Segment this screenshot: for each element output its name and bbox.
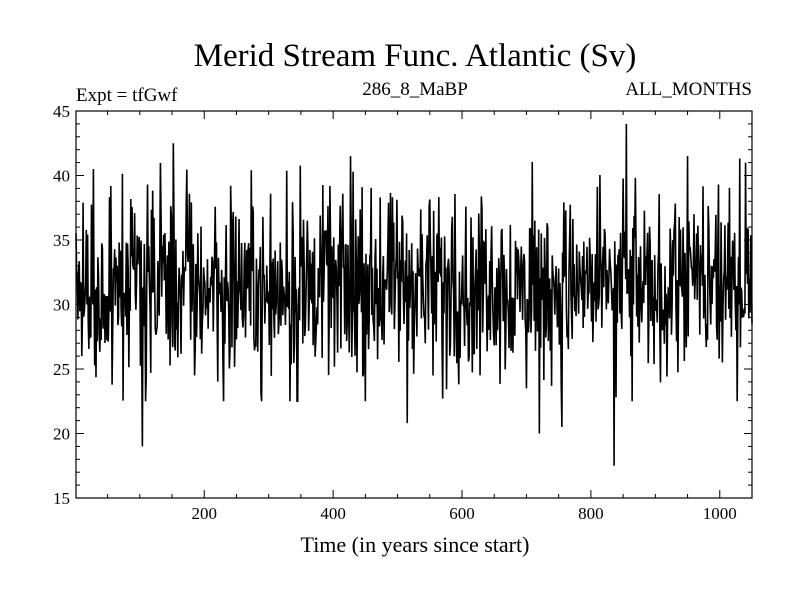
y-tick-label: 30 — [53, 296, 70, 315]
months-label: ALL_MONTHS — [625, 79, 752, 100]
x-axis-label: Time (in years since start) — [301, 532, 530, 557]
y-tick-label: 20 — [53, 425, 70, 444]
x-tick-label: 400 — [320, 504, 346, 523]
plot-area: 15 20 25 30 35 40 45 200 400 600 800 1000 — [53, 102, 753, 523]
chart-title: Merid Stream Func. Atlantic (Sv) — [194, 38, 637, 74]
experiment-label: Expt = tfGwf — [76, 85, 178, 106]
y-tick-label: 45 — [53, 102, 70, 121]
y-tick-label: 15 — [53, 489, 70, 508]
series-line — [75, 123, 753, 466]
y-tick-label: 25 — [53, 360, 70, 379]
y-tick-label: 35 — [53, 231, 70, 250]
x-tick-label: 800 — [578, 504, 604, 523]
x-tick-label: 1000 — [703, 504, 737, 523]
run-label: 286_8_MaBP — [362, 79, 468, 100]
x-tick-label: 600 — [449, 504, 475, 523]
x-tick-label: 200 — [191, 504, 217, 523]
y-tick-label: 40 — [53, 167, 70, 186]
